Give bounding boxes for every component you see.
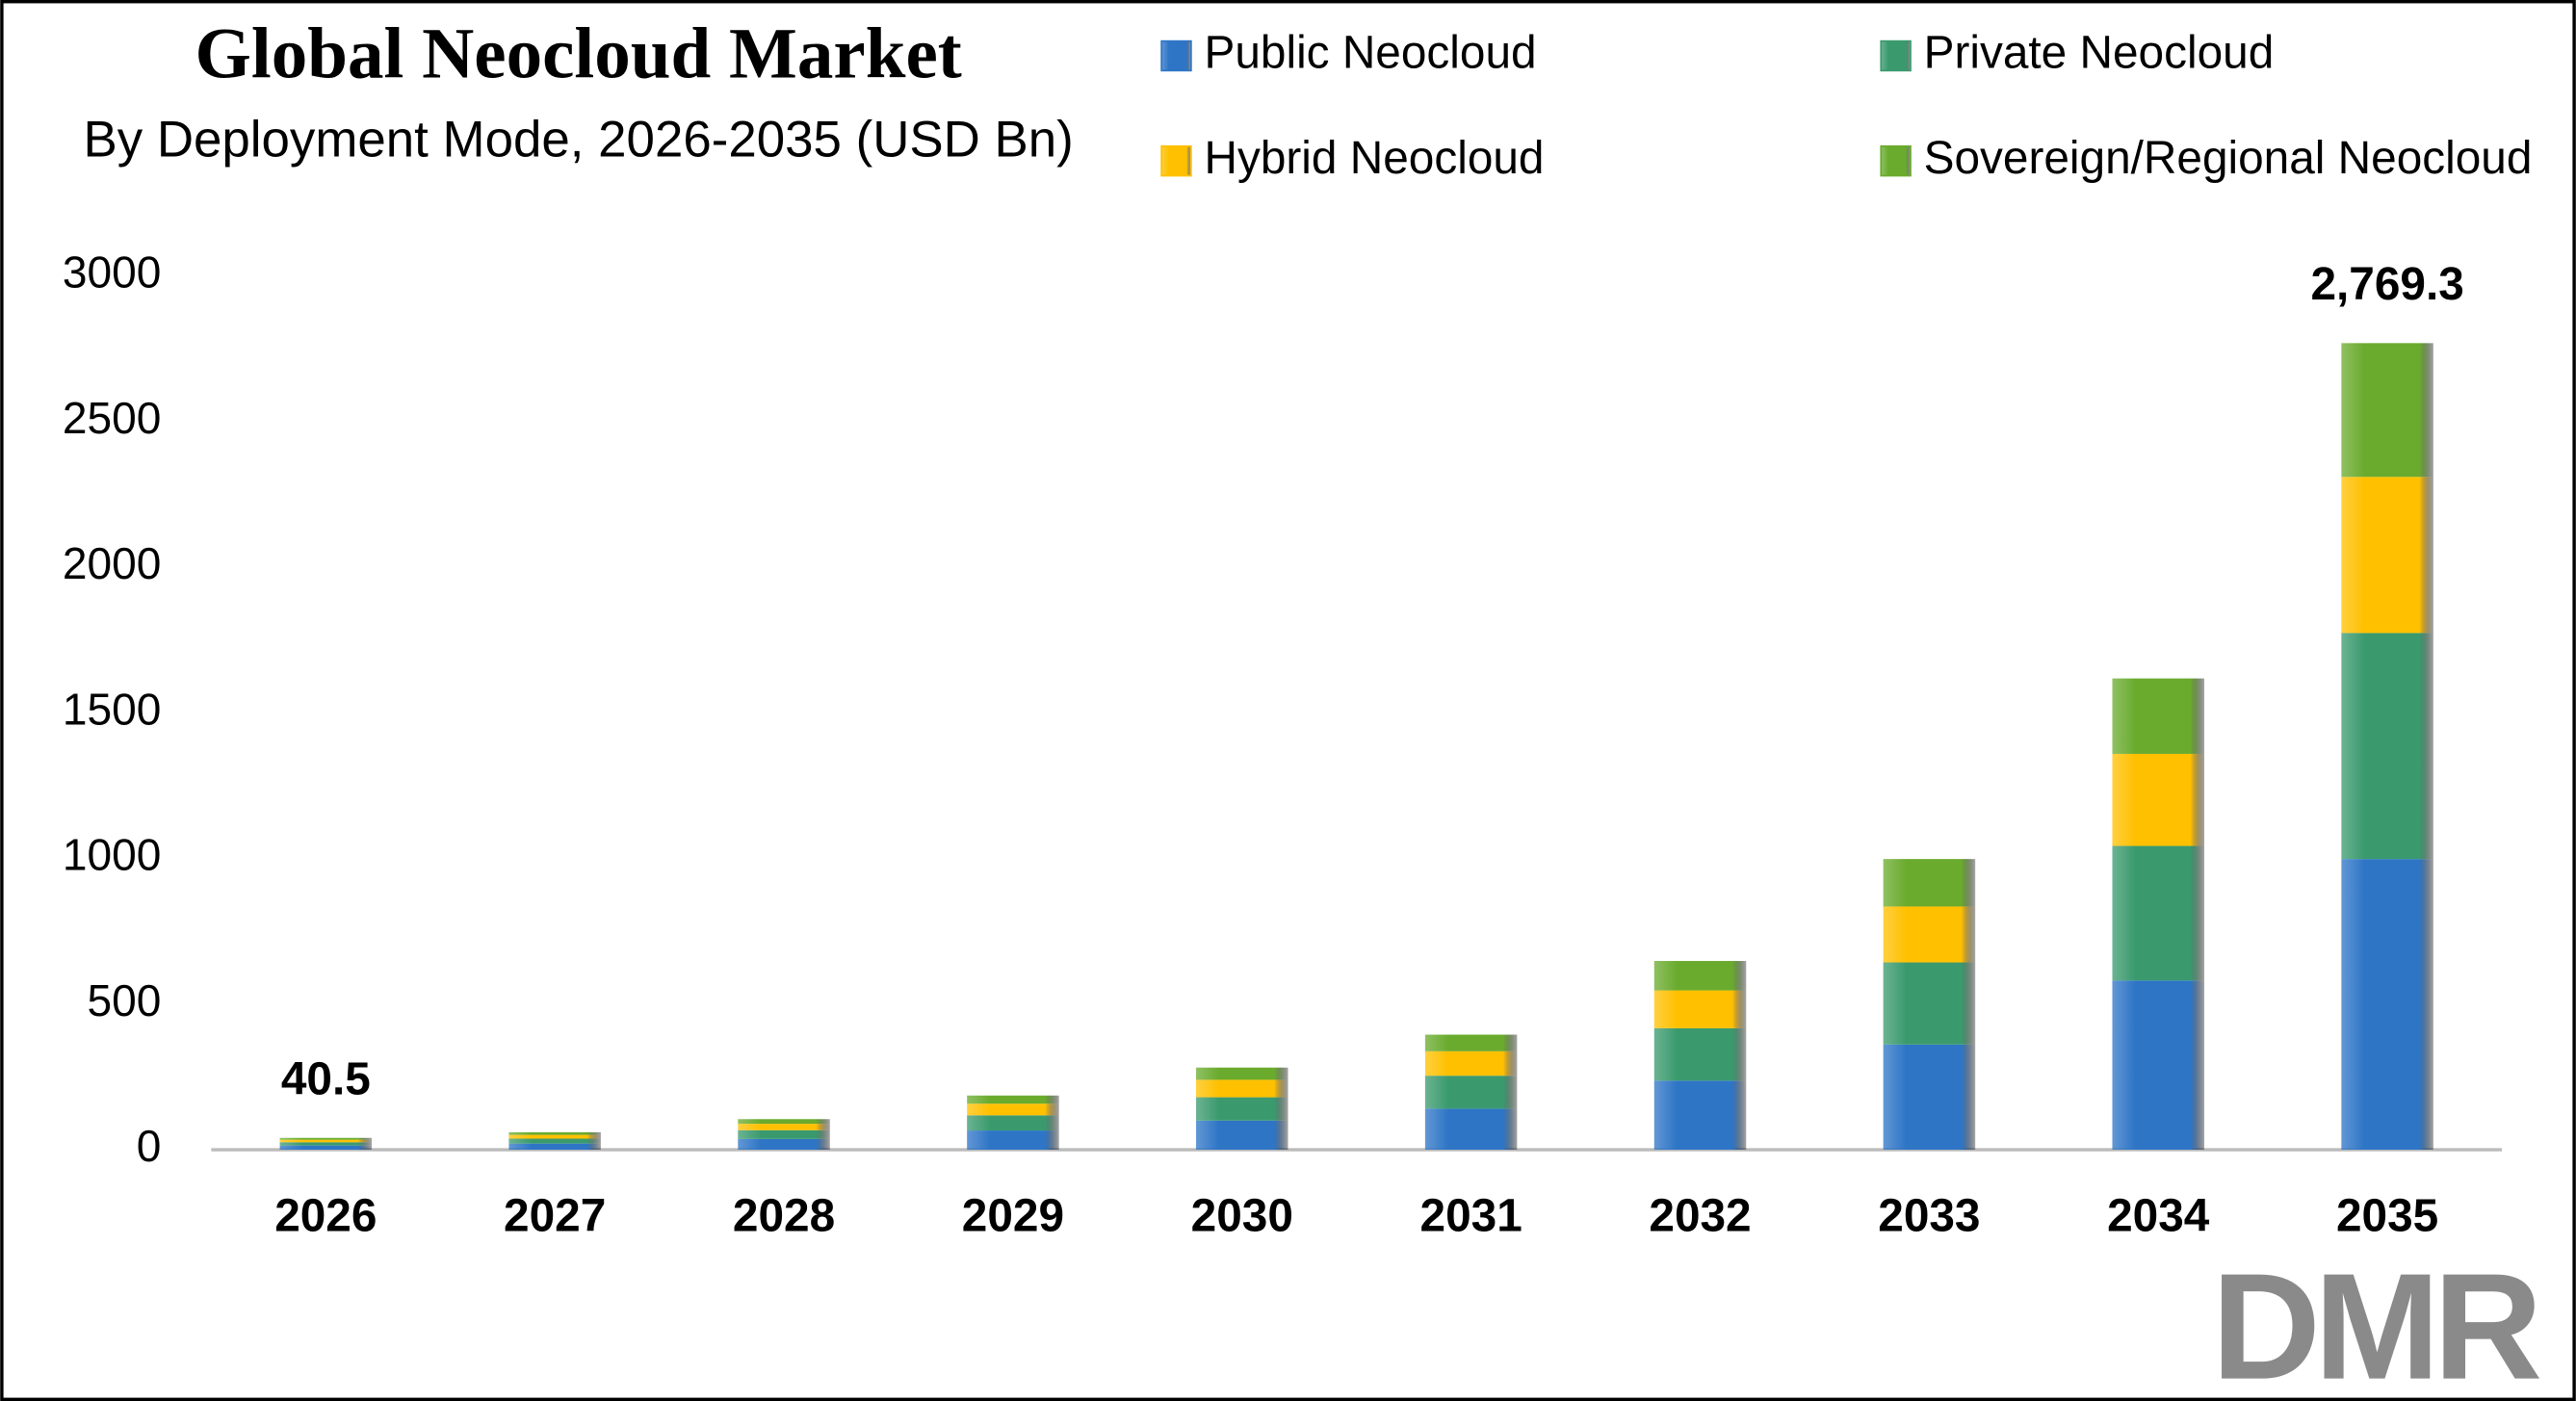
y-tick-label: 0 [137,1121,162,1171]
x-tick-label: 2033 [1878,1190,1980,1241]
bar-segment [1653,961,1747,991]
bar-segment [279,1137,373,1140]
x-tick-label: 2030 [1191,1190,1293,1241]
chart-title: Global Neocloud Market [195,13,961,93]
x-tick-label: 2034 [2107,1190,2210,1241]
bar-segment [1196,1120,1288,1151]
bar-segment [1653,1080,1747,1151]
bar-segment [1883,906,1976,963]
total-label: 2,769.3 [2310,259,2463,310]
bar-segment [508,1143,601,1151]
x-tick-label: 2035 [2336,1190,2438,1241]
bar-segment [279,1142,373,1146]
bar-segment [2112,678,2205,754]
bar-segment [1883,1044,1976,1151]
bar-segment [1196,1067,1288,1080]
x-tick-label: 2029 [962,1190,1064,1241]
legend-swatch [1160,144,1192,177]
bar-segment [738,1138,830,1151]
x-tick-label: 2028 [733,1190,835,1241]
bar-segment [1653,990,1747,1028]
bar-segment [1424,1076,1518,1109]
bar-segment [2112,980,2205,1151]
x-tick-label: 2027 [504,1190,606,1241]
y-tick-label: 2500 [63,393,161,443]
bar-segment [508,1138,601,1144]
bar-segment [279,1145,373,1151]
legend-swatch [1880,39,1912,72]
chart-subtitle: By Deployment Mode, 2026-2035 (USD Bn) [83,111,1073,168]
total-label: 40.5 [281,1053,371,1104]
bar-segment [1424,1051,1518,1077]
legend-label: Private Neocloud [1924,28,2275,79]
bar-segment [2112,845,2205,981]
bar-segment [1424,1034,1518,1051]
logo: DMR [2212,1243,2540,1401]
x-tick-label: 2031 [1420,1190,1522,1241]
y-tick-label: 1000 [63,830,161,880]
bar-segment [2341,859,2433,1151]
y-tick-label: 2000 [63,538,161,588]
bar-segment [279,1139,373,1143]
bar-segment [1883,962,1976,1045]
y-tick-label: 1500 [63,684,161,734]
bar-segment [2341,343,2433,478]
bar-segment [1424,1108,1518,1151]
x-tick-label: 2032 [1649,1190,1751,1241]
bar-segment [2341,633,2433,860]
bar-segment [967,1130,1059,1151]
bar-segment [967,1115,1059,1131]
bar-segment [967,1103,1059,1116]
legend-label: Sovereign/Regional Neocloud [1924,133,2533,184]
y-tick-label: 500 [88,975,162,1025]
legend-swatch [1160,39,1192,72]
bar-segment [967,1095,1059,1104]
bar-segment [738,1124,830,1130]
bar-segment [1883,859,1976,907]
legend-label: Hybrid Neocloud [1205,133,1545,184]
bar-segment [1196,1097,1288,1121]
x-tick-label: 2026 [274,1190,377,1241]
bar-segment [1196,1079,1288,1098]
legend-swatch [1880,144,1912,177]
bar-segment [508,1134,601,1139]
bar-segment [2341,477,2433,634]
bar-segment [1653,1027,1747,1081]
y-tick-label: 3000 [63,247,161,298]
bar-segment [2112,753,2205,846]
bar-segment [508,1131,601,1135]
bar-segment [738,1119,830,1125]
legend-label: Public Neocloud [1205,28,1537,79]
bar-segment [738,1129,830,1139]
